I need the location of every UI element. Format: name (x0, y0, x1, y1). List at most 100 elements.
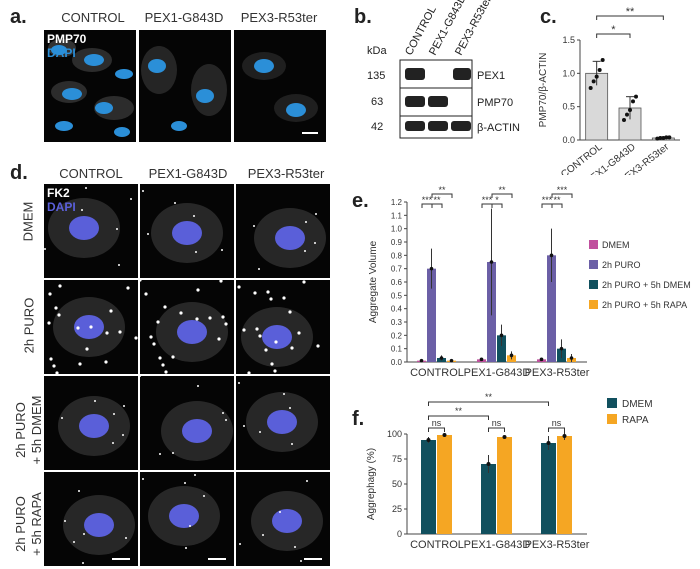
panel-a-col-pex3: PEX3-R53ter (240, 10, 318, 25)
aggregate-dot (193, 215, 195, 217)
legend-swatch (607, 398, 617, 408)
y-tick-label: 0.9 (391, 238, 403, 247)
aggregate-dot (195, 317, 199, 321)
data-point (479, 357, 484, 362)
sig-bracket (428, 415, 489, 420)
scale-bar (302, 132, 318, 134)
aggregate-dot (104, 360, 108, 364)
data-point (426, 438, 431, 442)
y-tick-label: 1.0 (391, 225, 403, 234)
panel-d-image (44, 280, 138, 374)
data-point (631, 99, 635, 104)
aggregate-dot (259, 431, 261, 433)
aggregate-dot (258, 334, 262, 338)
aggregate-dot (172, 452, 174, 454)
aggregate-dot (304, 250, 306, 252)
aggregate-dot (44, 248, 46, 250)
aggregate-dot (163, 305, 167, 309)
data-point (449, 358, 454, 363)
panel-a-col-pex1: PEX1-G843D (144, 10, 224, 25)
data-point (661, 136, 666, 140)
blot-kda-42: 42 (371, 121, 383, 133)
x-tick-label: CONTROL (410, 367, 464, 379)
sig-label: ** (455, 406, 463, 416)
nucleus (172, 221, 202, 245)
panel-d-col-control: CONTROL (59, 166, 123, 181)
aggregate-dot (123, 405, 125, 407)
data-point (429, 266, 434, 271)
sig-bracket (551, 193, 573, 198)
aggregate-dot (305, 221, 307, 223)
aggregate-dot (164, 370, 168, 374)
y-tick-label: 0.0 (391, 358, 403, 367)
aggregate-dot (149, 335, 153, 339)
cell-drawing (238, 382, 318, 452)
nucleus (267, 410, 297, 434)
data-point (591, 79, 596, 84)
bar (497, 437, 512, 534)
sig-label: ** (498, 185, 506, 195)
aggregate-dot (225, 419, 227, 421)
x-tick-label: PEX3-R53ter (525, 539, 590, 551)
y-tick-label: 0.2 (391, 331, 403, 340)
panel-label-c: c. (540, 6, 557, 28)
nucleus (262, 325, 292, 349)
cell-drawing (58, 396, 130, 456)
y-tick-label: 1.1 (391, 211, 403, 220)
legend-swatch (589, 280, 598, 289)
data-point (594, 74, 599, 79)
panel-d-image (140, 184, 234, 278)
aggregate-dot (273, 369, 277, 373)
sig-bracket (491, 193, 513, 198)
panel-d-col-pex3: PEX3-R53ter (247, 166, 325, 181)
aggregate-dot (156, 320, 160, 324)
panel-d-image (44, 472, 138, 566)
sig-label: *** (557, 185, 568, 195)
cell-drawing (239, 480, 323, 562)
panel-d-image (236, 376, 330, 470)
aggregate-dot (302, 280, 306, 284)
data-point (559, 346, 564, 351)
aggregate-dot (134, 336, 138, 340)
row-label-line: + 5h RAPA (29, 492, 44, 556)
data-point (489, 260, 494, 264)
sig-label: ** (433, 195, 441, 205)
aggregate-dot (237, 285, 241, 289)
aggregate-dot (140, 280, 142, 282)
legend-swatch (589, 300, 598, 309)
aggregate-dot (316, 344, 320, 348)
aggregate-dot (253, 225, 255, 227)
panel-d-image (140, 472, 234, 566)
panel-a-stain-pmp70: PMP70 (47, 32, 87, 46)
aggregate-dot (78, 362, 82, 366)
panel-label-a: a. (10, 6, 27, 28)
y-tick-label: 75 (392, 454, 402, 464)
sig-label: ** (438, 185, 446, 195)
panel-a-image-control: PMP70 DAPI (44, 30, 136, 142)
aggregate-dot (61, 417, 63, 419)
aggregate-dot (158, 356, 162, 360)
sig-label: *** (482, 195, 493, 205)
scale-bar (112, 558, 130, 560)
panel-d-image (236, 472, 330, 566)
scale-bar (208, 558, 226, 560)
panel-d-row-dmem: DMEM (20, 201, 36, 242)
aggregate-dot (52, 364, 56, 368)
aggregate-dot (289, 407, 291, 409)
data-point (622, 118, 626, 122)
panel-label-d: d. (10, 162, 28, 184)
blot-protein-pex1: PEX1 (477, 70, 505, 82)
aggregate-dot (221, 249, 223, 251)
data-point (509, 353, 514, 358)
aggregate-dot (142, 478, 144, 480)
sig-bracket (551, 203, 563, 208)
aggregate-dot (122, 434, 124, 436)
y-axis-label: Aggregate Volume (368, 240, 379, 323)
chart-c: 0.00.51.01.5PMP70/β-ACTINCONTROLPEX1-G84… (538, 6, 680, 175)
sig-bracket (431, 193, 453, 198)
x-tick-label: PEX1-G843D (464, 367, 531, 379)
nucleus (169, 504, 199, 528)
sig-label: ** (626, 6, 635, 18)
aggregate-dot (258, 268, 260, 270)
data-point (419, 358, 424, 363)
